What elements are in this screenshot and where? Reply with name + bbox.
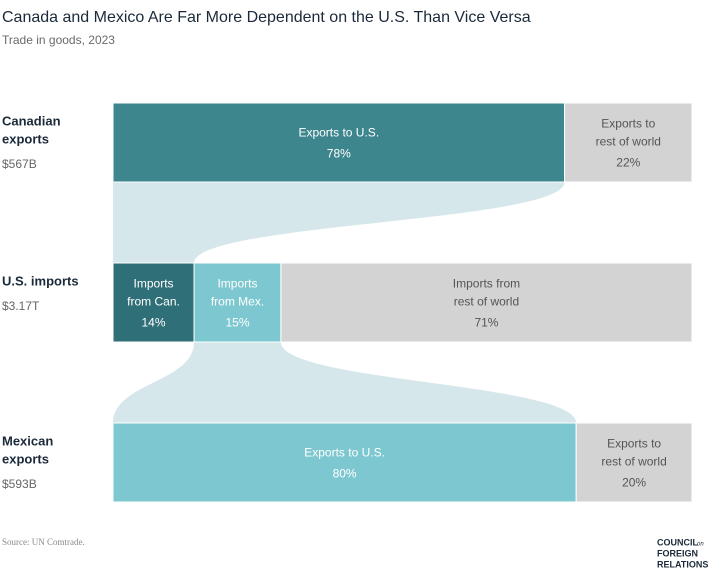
row-total: $593B [2, 477, 37, 491]
logo-text: RELATIONS [657, 559, 708, 569]
segment-label: Imports [217, 277, 257, 291]
segment-label: Imports from [453, 277, 520, 291]
row-label: exports [2, 131, 49, 146]
bar-segment [564, 102, 693, 183]
logo-small: on [697, 542, 704, 548]
chart-subtitle: Trade in goods, 2023 [2, 33, 115, 47]
logo-text: FOREIGN [657, 548, 698, 558]
row-label: exports [2, 451, 49, 466]
segment-label: Exports to [601, 117, 655, 131]
segment-label: from Mex. [211, 295, 264, 309]
row-label: U.S. imports [2, 273, 79, 288]
segment-label: Imports [134, 277, 174, 291]
segment-label: Exports to U.S. [304, 446, 385, 460]
row-label: Mexican [2, 433, 53, 448]
bar-segment [575, 422, 693, 503]
value-label: 15% [225, 316, 249, 330]
value-label: 78% [327, 147, 351, 161]
segment-label: from Can. [127, 295, 180, 309]
segment-label: rest of world [601, 455, 666, 469]
chart-title: Canada and Mexico Are Far More Dependent… [2, 9, 531, 26]
row-label: Canadian [2, 113, 61, 128]
segment-label: rest of world [454, 295, 519, 309]
segment-label: Exports to U.S. [298, 126, 379, 140]
segment-label: rest of world [596, 135, 661, 149]
row-total: $3.17T [2, 299, 40, 313]
row-total: $567B [2, 157, 37, 171]
flow-layer [113, 182, 577, 423]
value-label: 80% [333, 467, 357, 481]
logo-text: COUNCIL [657, 537, 698, 547]
bar-segment [280, 262, 693, 343]
bar-segment [112, 422, 577, 503]
value-label: 14% [142, 316, 166, 330]
flow-connector [113, 182, 565, 263]
flow-connector [113, 342, 577, 423]
value-label: 22% [616, 156, 640, 170]
bar-segment [112, 102, 566, 183]
value-label: 71% [474, 316, 498, 330]
value-label: 20% [622, 476, 646, 490]
bar-segment [193, 262, 282, 343]
bar-segment [112, 262, 195, 343]
segment-label: Exports to [607, 437, 661, 451]
source-note: Source: UN Comtrade. [2, 537, 85, 547]
